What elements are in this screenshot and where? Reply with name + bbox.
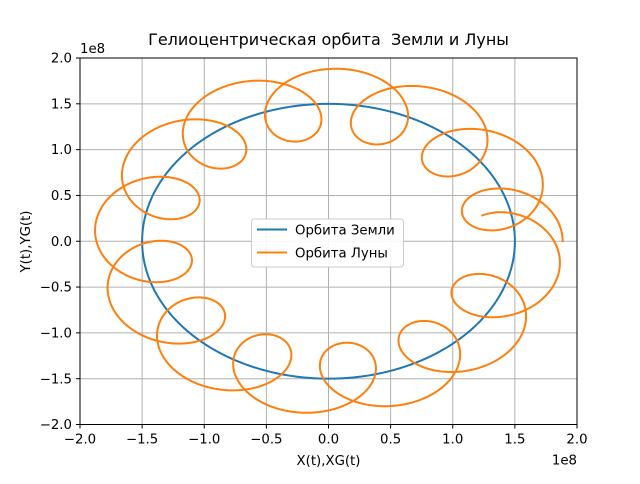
x-tick-label: −1.5 (126, 433, 158, 448)
y-tick-label-layer: −2.0 −1.5 −1.0 −0.5 0.0 0.5 1.0 1.5 2.0 (40, 52, 72, 434)
x-tick-label: 1.0 (442, 433, 463, 448)
y-tick-label: 0.5 (51, 189, 72, 204)
series-layer (94, 67, 564, 414)
x-tick-label: 2.0 (566, 433, 587, 448)
legend: Орбита Земли Орбита Луны (251, 218, 404, 268)
y-tick-label: −1.5 (40, 372, 72, 387)
x-tick-label: −1.0 (188, 433, 220, 448)
moon-orbit-line (94, 67, 564, 414)
y-tick-label: −2.0 (40, 418, 72, 433)
y-offset-label: 1e8 (80, 42, 105, 57)
chart-title: Гелиоцентрическая орбита Земли и Луны (148, 30, 509, 49)
y-axis-label: Y(t),YG(t) (19, 211, 34, 274)
y-tick-label: 2.0 (51, 52, 72, 67)
y-tick-label: −1.0 (40, 326, 72, 341)
y-tick-label: 0.0 (51, 235, 72, 250)
earth-orbit-line (141, 102, 516, 380)
x-tick-label: −0.5 (250, 433, 282, 448)
x-offset-label: 1e8 (552, 454, 577, 469)
x-axis-label: X(t),XG(t) (297, 454, 361, 469)
legend-label-moon-orbit: Орбита Луны (295, 245, 388, 261)
y-tick-label: 1.5 (51, 97, 72, 112)
x-tick-label: 0.0 (318, 433, 339, 448)
x-tick-label-layer: −2.0 −1.5 −1.0 −0.5 0.0 0.5 1.0 1.5 2.0 (64, 433, 588, 448)
legend-label-earth-orbit: Орбита Земли (295, 222, 395, 238)
y-tick-label: −0.5 (40, 281, 72, 296)
tick-mark-layer (76, 57, 578, 429)
legend-box (251, 218, 404, 268)
x-tick-label: −2.0 (64, 433, 96, 448)
x-tick-label: 0.5 (380, 433, 401, 448)
y-tick-label: 1.0 (51, 143, 72, 158)
x-tick-label: 1.5 (504, 433, 525, 448)
